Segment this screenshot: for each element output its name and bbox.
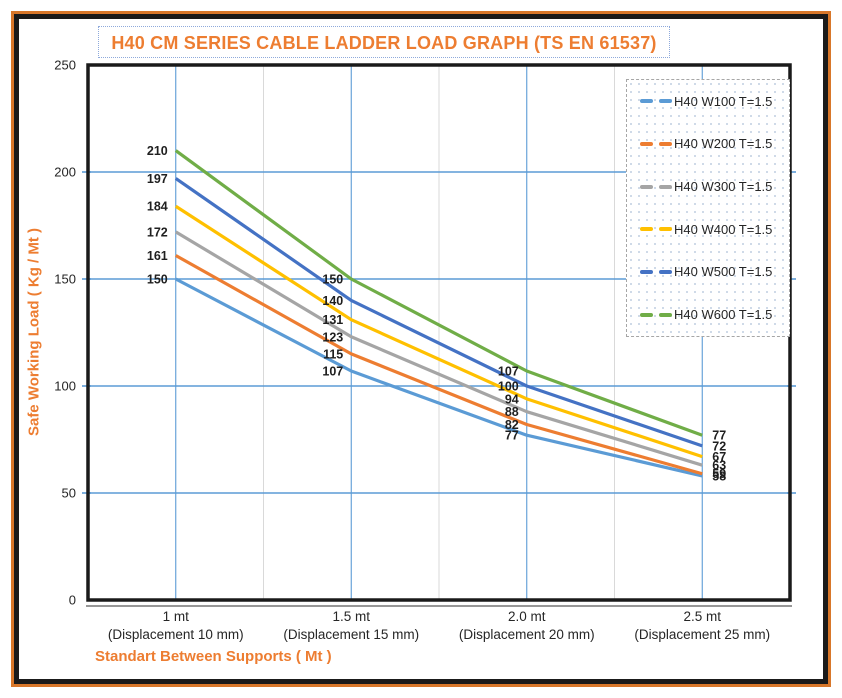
data-label: 150 bbox=[147, 273, 168, 287]
legend-entry[interactable]: H40 W400 T=1.5 bbox=[640, 222, 789, 237]
x-category-sublabel: (Displacement 15 mm) bbox=[283, 627, 419, 642]
x-category-sublabel: (Displacement 10 mm) bbox=[108, 627, 244, 642]
legend-box[interactable]: H40 W100 T=1.5 H40 W200 T=1.5 H40 W300 T=1… bbox=[626, 79, 790, 337]
data-label: 140 bbox=[322, 294, 343, 308]
data-label: 161 bbox=[147, 249, 168, 263]
x-category-sublabel: (Displacement 25 mm) bbox=[634, 627, 770, 642]
legend-dash-icon bbox=[640, 99, 653, 104]
legend-entry[interactable]: H40 W300 T=1.5 bbox=[640, 179, 789, 194]
x-category-sublabel: (Displacement 20 mm) bbox=[459, 627, 595, 642]
data-label: 58 bbox=[712, 469, 726, 483]
y-tick-label: 200 bbox=[54, 165, 76, 180]
data-label: 172 bbox=[147, 225, 168, 239]
x-category-label: 1.5 mt bbox=[332, 609, 370, 624]
data-label: 100 bbox=[498, 380, 519, 394]
x-category-label: 2.0 mt bbox=[508, 609, 546, 624]
y-tick-label: 150 bbox=[54, 272, 76, 287]
legend-dash-icon bbox=[659, 184, 672, 189]
legend-dash-icon bbox=[640, 312, 653, 317]
legend-entry[interactable]: H40 W500 T=1.5 bbox=[640, 264, 789, 279]
data-label: 72 bbox=[712, 439, 726, 453]
series-line-h40-w300-t-1-5[interactable] bbox=[174, 230, 703, 467]
data-label: 123 bbox=[322, 330, 343, 344]
series-line-h40-w200-t-1-5[interactable] bbox=[174, 254, 703, 476]
data-label: 63 bbox=[712, 459, 726, 473]
legend-key-icon bbox=[640, 141, 672, 146]
legend-label: H40 W300 T=1.5 bbox=[674, 179, 773, 195]
chart-title[interactable]: H40 CM SERIES CABLE LADDER LOAD GRAPH (T… bbox=[98, 26, 670, 58]
legend-entry[interactable]: H40 W600 T=1.5 bbox=[640, 307, 789, 322]
legend-dash-icon bbox=[640, 184, 653, 189]
series-line-h40-w100-t-1-5[interactable] bbox=[175, 277, 703, 478]
legend-dash-icon bbox=[659, 227, 672, 232]
legend-dash-icon bbox=[659, 99, 672, 104]
outer-frame-orange bbox=[11, 11, 831, 687]
data-label: 77 bbox=[712, 429, 726, 443]
legend-label: H40 W400 T=1.5 bbox=[674, 221, 773, 237]
x-category-label: 1 mt bbox=[163, 609, 190, 624]
legend-key-icon bbox=[640, 312, 672, 317]
series-line-h40-w400-t-1-5[interactable] bbox=[174, 204, 703, 459]
legend-label: H40 W100 T=1.5 bbox=[674, 93, 773, 109]
legend-label: H40 W200 T=1.5 bbox=[674, 136, 773, 152]
legend-key-icon bbox=[640, 269, 672, 274]
data-label: 88 bbox=[505, 405, 519, 419]
legend-dash-icon bbox=[659, 141, 672, 146]
legend-dash-icon bbox=[640, 269, 653, 274]
legend-dash-icon bbox=[659, 312, 672, 317]
legend-entry[interactable]: H40 W100 T=1.5 bbox=[640, 94, 789, 109]
data-label: 131 bbox=[322, 313, 343, 327]
series-line-h40-w600-t-1-5[interactable] bbox=[174, 149, 703, 437]
data-label: 67 bbox=[712, 450, 726, 464]
plot-border bbox=[86, 63, 792, 602]
y-tick-label: 0 bbox=[69, 593, 76, 608]
legend-key-icon bbox=[640, 184, 672, 189]
data-label: 107 bbox=[498, 365, 519, 379]
y-tick-label: 50 bbox=[62, 486, 76, 501]
y-tick-label: 250 bbox=[54, 58, 76, 73]
data-label: 115 bbox=[323, 347, 343, 361]
legend-dash-icon bbox=[640, 227, 653, 232]
legend-label: H40 W500 T=1.5 bbox=[674, 264, 773, 280]
series-line-h40-w500-t-1-5[interactable] bbox=[174, 177, 703, 448]
legend-entry[interactable]: H40 W200 T=1.5 bbox=[640, 136, 789, 151]
x-axis-title: Standart Between Supports ( Mt ) bbox=[95, 648, 332, 665]
data-label: 107 bbox=[322, 365, 343, 379]
legend-key-icon bbox=[640, 227, 672, 232]
data-label: 77 bbox=[505, 429, 519, 443]
data-label: 150 bbox=[322, 273, 343, 287]
data-label: 210 bbox=[147, 144, 168, 158]
legend-dash-icon bbox=[659, 269, 672, 274]
legend-key-icon bbox=[640, 99, 672, 104]
y-axis-title: Safe Working Load ( Kg / Mt ) bbox=[25, 227, 43, 437]
data-label: 197 bbox=[147, 172, 168, 186]
x-category-label: 2.5 mt bbox=[683, 609, 721, 624]
legend-label: H40 W600 T=1.5 bbox=[674, 307, 773, 323]
y-tick-label: 100 bbox=[54, 379, 76, 394]
data-label: 184 bbox=[147, 200, 168, 214]
data-label: 82 bbox=[505, 418, 519, 432]
data-label: 94 bbox=[505, 392, 519, 406]
data-label: 59 bbox=[712, 467, 726, 481]
legend-dash-icon bbox=[640, 141, 653, 146]
